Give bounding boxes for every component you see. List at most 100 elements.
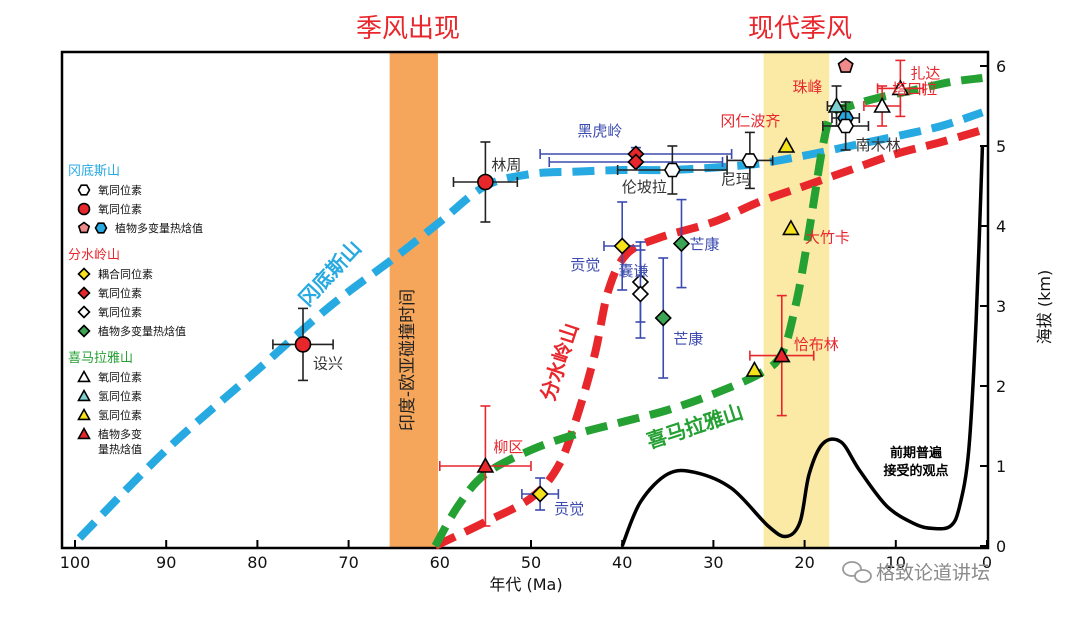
data-point	[548, 153, 724, 171]
y-tick-label: 4	[996, 217, 1006, 236]
y-tick-label: 6	[996, 57, 1006, 76]
elevation-curves	[76, 74, 985, 550]
x-tick-label: 30	[703, 553, 723, 572]
plot-frame	[60, 50, 990, 550]
data-point: 伦坡拉	[616, 145, 728, 196]
legend-marker	[77, 388, 91, 402]
data-point: 芒康	[654, 257, 703, 379]
x-tick-label: 20	[794, 553, 814, 572]
point-marker	[873, 96, 891, 113]
point-label: 贡觉	[570, 256, 600, 274]
point-label: 珠峰	[793, 78, 823, 96]
curve-label-fenshuiling: 分水岭山	[536, 320, 584, 404]
himalaya-curve	[431, 74, 983, 548]
point-marker	[654, 309, 672, 327]
legend-item-label: 植物多变	[98, 427, 142, 441]
point-label: 黑虎岭	[577, 122, 622, 140]
legend-item-label: 氧同位素	[98, 183, 142, 197]
legend-marker	[77, 305, 91, 319]
y-tick-label: 2	[996, 377, 1006, 396]
legend-item-label: 氧同位素	[98, 370, 142, 384]
data-point	[745, 360, 764, 377]
legend-item-label: 氧同位素	[98, 202, 142, 216]
band-label-collision: 印度-欧亚碰撞时间	[398, 289, 418, 431]
data-point: 南木林	[822, 101, 901, 154]
gangdese-curve	[76, 108, 984, 541]
x-tick-label: 50	[521, 553, 541, 572]
legend-item: 氢同位素	[77, 407, 142, 422]
y-tick-label: 5	[996, 137, 1006, 156]
legend-item: 植物多变量热焓值	[77, 221, 203, 235]
legend-item-label: 氢同位素	[98, 408, 142, 422]
legend-item-label: 量热焓值	[98, 442, 142, 456]
watermark-text: 格致论道讲坛	[876, 562, 990, 584]
x-tick-label: 60	[430, 553, 450, 572]
previous-view-curve	[620, 145, 985, 547]
legend-item-label: 耦合同位素	[98, 267, 153, 281]
data-point: 大竹卡	[782, 219, 850, 246]
data-point: 恰布林	[749, 294, 839, 417]
point-label: 尼玛	[721, 170, 751, 188]
watermark: 格致论道讲坛	[842, 561, 990, 584]
data-point: 柳区	[438, 405, 532, 527]
point-label: 南木林	[856, 136, 901, 154]
point-marker	[294, 336, 312, 353]
legend-item: 氧同位素	[77, 286, 142, 300]
legend-item-label: 氢同位素	[98, 389, 142, 403]
data-point	[837, 57, 854, 73]
point-label: 恰布林	[794, 336, 839, 354]
legend-item-label: 氧同位素	[98, 305, 142, 319]
x-tick-label: 90	[156, 553, 176, 572]
legend-item: 氧同位素	[77, 305, 142, 319]
data-point: 贡觉	[521, 477, 584, 518]
legend-marker	[77, 324, 91, 338]
data-point: 塔口拉	[863, 80, 937, 127]
point-marker	[477, 173, 494, 191]
point-marker	[663, 162, 681, 178]
legend-item: 氢同位素	[77, 388, 142, 403]
point-label: 芒康	[673, 330, 703, 348]
point-label: 设兴	[313, 354, 343, 372]
wechat-icon	[842, 561, 872, 583]
data-point: 设兴	[272, 307, 343, 382]
point-marker	[631, 285, 650, 303]
x-tick-label: 0	[982, 553, 992, 572]
point-label: 囊谦	[618, 262, 648, 280]
legend-group-title: 喜马拉雅山	[68, 351, 133, 366]
legend-marker	[77, 184, 91, 196]
data-point: 贡觉	[570, 201, 642, 291]
legend-item-label: 植物多变量热焓值	[98, 324, 186, 338]
point-marker	[613, 237, 631, 255]
point-marker	[891, 79, 910, 96]
legend-marker	[77, 426, 91, 440]
data-point: 囊谦	[618, 249, 650, 339]
x-tick-label: 70	[338, 553, 358, 572]
legend-item: 氧同位素	[77, 202, 142, 216]
legend-item: 氧同位素	[77, 183, 142, 197]
point-marker	[827, 96, 846, 113]
point-marker	[531, 485, 549, 503]
fenshuiling-curve	[433, 126, 984, 550]
title-monsoon-onset: 季风出现	[356, 14, 460, 44]
legend-item-label: 植物多变量热焓值	[115, 221, 203, 235]
curve-label-gangdese: 冈底斯山	[294, 236, 366, 311]
x-tick-label: 100	[60, 553, 91, 572]
y-tick-label: 0	[996, 537, 1006, 556]
y-tick-label: 1	[996, 457, 1006, 476]
point-label: 大竹卡	[805, 228, 850, 246]
legend-marker	[77, 267, 91, 281]
legend-marker	[94, 222, 108, 234]
point-marker	[777, 136, 796, 153]
y-tick-label: 3	[996, 297, 1006, 316]
point-marker	[837, 118, 855, 134]
x-axis-label: 年代 (Ma)	[489, 575, 562, 594]
legend-marker	[77, 286, 91, 300]
legend-marker	[77, 202, 91, 216]
point-marker	[672, 234, 691, 253]
legend-item: 氧同位素	[77, 369, 142, 384]
point-label: 贡觉	[554, 500, 584, 518]
point-label: 芒康	[689, 236, 719, 254]
